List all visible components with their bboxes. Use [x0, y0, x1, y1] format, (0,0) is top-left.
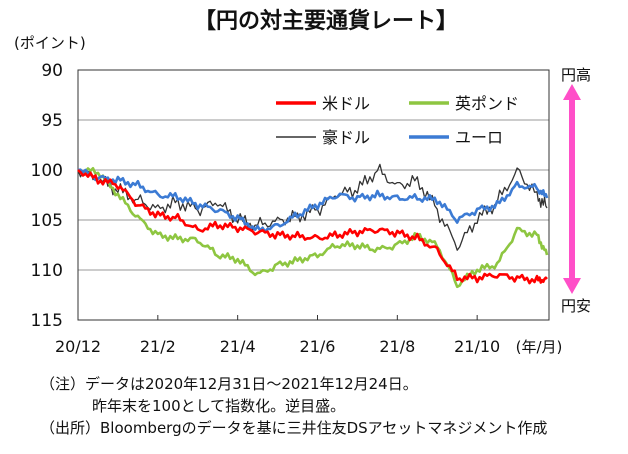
note-line: 昨年末を100として指数化。逆目盛。	[92, 397, 346, 415]
y-tick-label: 105	[31, 211, 63, 231]
arrow-top-label: 円高	[561, 66, 591, 84]
arrow-up-head-icon	[563, 84, 581, 100]
x-tick-label: 21/4	[220, 337, 256, 356]
y-tick-label: 115	[31, 311, 63, 331]
plot-area	[77, 69, 550, 321]
y-tick-label: 95	[41, 111, 63, 131]
x-tick-label: 21/6	[300, 337, 336, 356]
chart-title: 【円の対主要通貨レート】	[194, 8, 458, 34]
legend-label: ユーロ	[455, 128, 503, 147]
legend-label: 豪ドル	[322, 128, 370, 147]
x-axis-ticks: 20/12 21/2 21/4 21/6 21/8 21/10	[55, 315, 500, 356]
series-line	[77, 167, 549, 289]
series-line	[77, 169, 548, 285]
x-axis-label: (年/月)	[516, 338, 563, 356]
legend-label: 英ポンド	[455, 94, 519, 113]
arrow-down-head-icon	[563, 278, 581, 294]
gridlines	[78, 119, 549, 271]
note-line: （注）データは2020年12月31日～2021年12月24日。	[40, 375, 418, 393]
x-tick-label: 21/2	[140, 337, 176, 356]
arrow-bottom-label: 円安	[561, 297, 591, 315]
y-tick-label: 90	[41, 61, 63, 81]
y-tick-label: 100	[31, 161, 63, 181]
x-tick-label: 21/10	[454, 337, 500, 356]
x-tick-label: 20/12	[55, 337, 101, 356]
y-axis-label: (ポイント)	[14, 34, 86, 52]
y-axis-ticks: 90 95 100 105 110 115	[31, 61, 63, 331]
direction-arrow	[563, 84, 581, 294]
source-line: （出所）Bloombergのデータを基に三井住友DSアセットマネジメント作成	[40, 419, 548, 437]
series-lines	[77, 163, 549, 289]
legend-label: 米ドル	[322, 94, 370, 113]
x-tick-label: 21/8	[379, 337, 415, 356]
y-tick-label: 110	[31, 261, 63, 281]
series-line	[77, 168, 549, 233]
